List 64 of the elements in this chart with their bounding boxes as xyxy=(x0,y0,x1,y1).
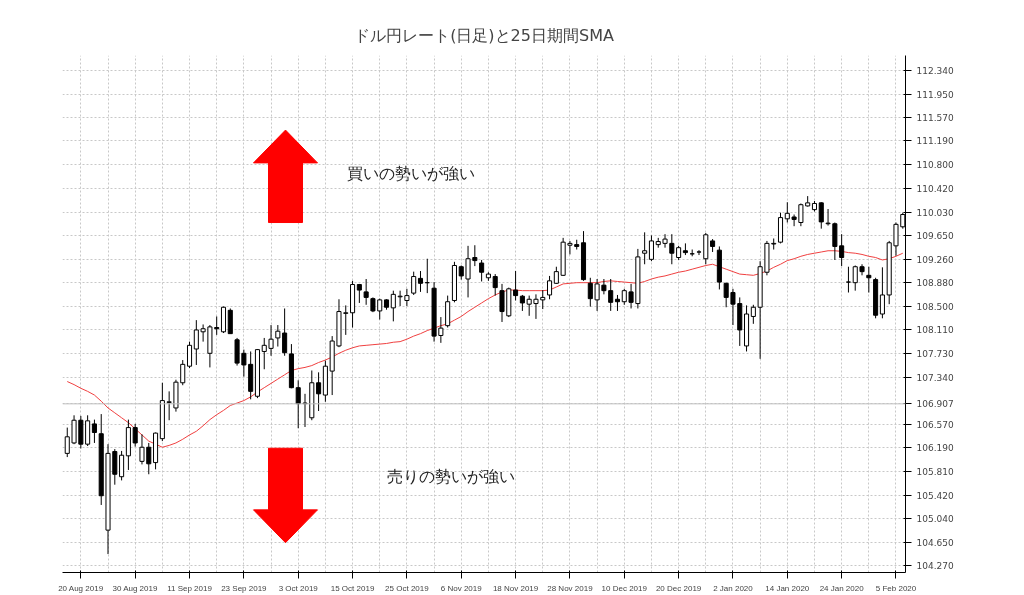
y-tick-label: 109.260 xyxy=(916,254,954,265)
candlestick xyxy=(492,273,498,297)
y-tick-label: 107.340 xyxy=(916,372,954,383)
y-tick-label: 104.650 xyxy=(916,537,954,548)
y-tick-label: 110.030 xyxy=(916,207,954,218)
candlestick xyxy=(818,201,824,230)
y-tick-label: 112.340 xyxy=(916,65,954,76)
y-tick-label: 108.500 xyxy=(916,301,954,312)
x-tick-label: 25 Oct 2019 xyxy=(385,583,430,593)
x-tick-label: 20 Dec 2019 xyxy=(655,583,702,593)
candlestick xyxy=(703,232,709,265)
candlestick xyxy=(227,307,233,335)
x-tick-label: 30 Aug 2019 xyxy=(112,583,158,593)
candlestick xyxy=(696,249,702,256)
y-tick-label: 111.950 xyxy=(916,89,954,100)
candlestick xyxy=(648,234,654,262)
x-tick-label: 20 Aug 2019 xyxy=(58,583,104,593)
y-tick-label: 105.420 xyxy=(916,490,954,501)
candlestick xyxy=(363,278,369,306)
candlestick xyxy=(750,304,756,325)
y-tick-label: 111.570 xyxy=(916,113,954,124)
candlestick xyxy=(547,275,553,300)
candlestick xyxy=(513,270,519,301)
y-tick-label: 105.810 xyxy=(916,466,954,477)
x-tick-label: 10 Dec 2019 xyxy=(601,583,648,593)
y-tick-label: 107.730 xyxy=(916,348,954,359)
x-tick-label: 3 Oct 2019 xyxy=(278,583,319,593)
candlestick xyxy=(642,231,648,265)
y-tick-label: 105.040 xyxy=(916,513,954,524)
x-tick-label: 11 Sep 2019 xyxy=(167,583,213,593)
x-tick-label: 6 Nov 2019 xyxy=(440,583,483,593)
x-tick-label: 28 Nov 2019 xyxy=(547,583,594,593)
candlestick xyxy=(295,379,301,429)
x-tick-label: 2 Jan 2020 xyxy=(713,583,754,593)
y-tick-label: 106.570 xyxy=(916,420,954,431)
candlestick xyxy=(479,259,485,282)
y-tick-label: 110.800 xyxy=(916,160,954,171)
x-tick-label: 15 Oct 2019 xyxy=(330,583,375,593)
y-tick-label: 104.270 xyxy=(916,561,954,572)
annotation: 売りの勢いが強い xyxy=(386,466,515,486)
candlestick xyxy=(417,270,424,293)
candlestick xyxy=(186,341,193,369)
candlestick xyxy=(91,419,97,444)
y-tick-label: 111.190 xyxy=(916,136,954,147)
x-tick-label: 18 Nov 2019 xyxy=(492,583,539,593)
candlestick xyxy=(119,450,125,481)
candlestick xyxy=(411,271,417,296)
candlestick xyxy=(845,266,851,294)
y-tick-label: 110.420 xyxy=(916,183,954,194)
y-tick-label: 106.190 xyxy=(916,443,954,454)
x-tick-label: 23 Sep 2019 xyxy=(221,583,268,593)
candlestick xyxy=(866,266,872,294)
x-tick-label: 24 Jan 2020 xyxy=(819,583,865,593)
candlestick xyxy=(879,266,885,319)
candlestick xyxy=(445,295,451,329)
chart-title: ドル円レート(日足)と25日期間SMA xyxy=(354,25,614,45)
candlestick xyxy=(316,371,322,412)
x-tick-label: 5 Feb 2020 xyxy=(875,583,917,593)
y-tick-label: 108.110 xyxy=(916,325,954,336)
annotation: 買いの勢いが強い xyxy=(346,164,475,184)
y-tick-label: 108.880 xyxy=(916,278,954,289)
ref-line-label: 106.907 xyxy=(916,399,954,410)
x-tick-label: 14 Jan 2020 xyxy=(765,583,810,593)
y-tick-label: 109.650 xyxy=(916,230,954,241)
